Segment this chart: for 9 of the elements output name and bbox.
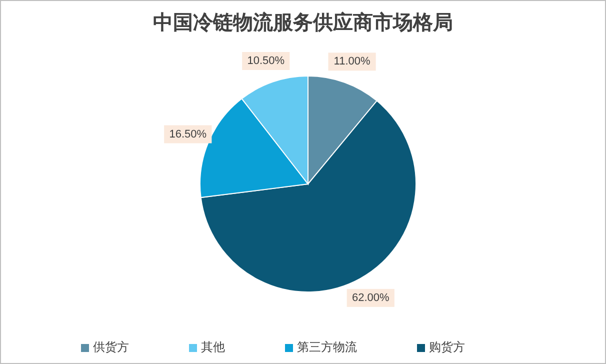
data-label: 10.50% (247, 55, 285, 68)
legend-label: 第三方物流 (297, 340, 357, 354)
legend-label: 购货方 (429, 340, 465, 354)
data-label: 62.00% (352, 292, 390, 304)
legend-label: 其他 (201, 340, 225, 354)
legend-label: 供货方 (93, 340, 129, 354)
chart-title: 中国冷链物流服务供应商市场格局 (152, 10, 454, 36)
data-label: 11.00% (334, 56, 370, 68)
data-label: 16.50% (169, 128, 207, 140)
